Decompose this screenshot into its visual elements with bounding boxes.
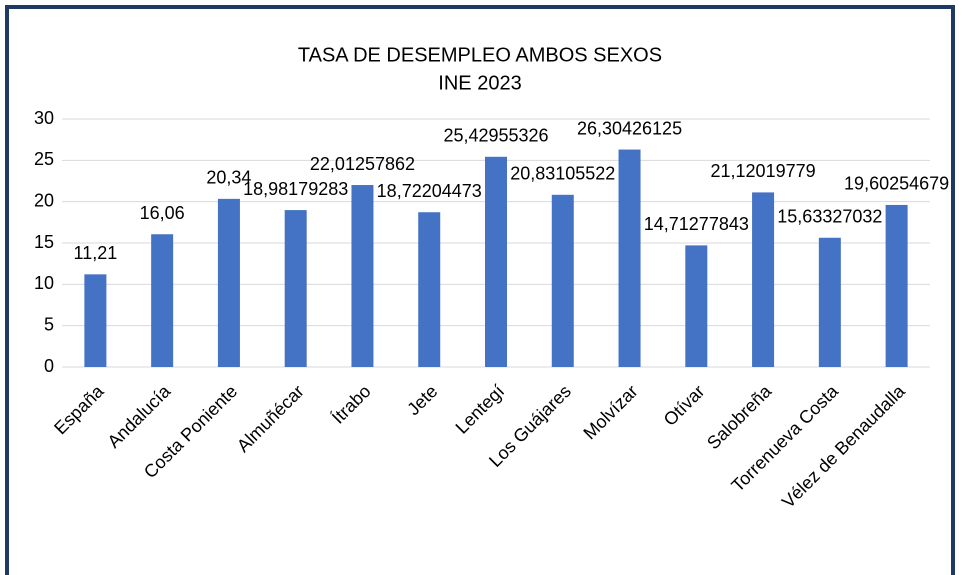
data-label: 18,98179283 bbox=[243, 179, 348, 199]
bar bbox=[151, 234, 174, 367]
bar bbox=[84, 274, 107, 367]
bar bbox=[485, 156, 507, 367]
bar bbox=[217, 198, 240, 367]
y-tick-label: 30 bbox=[34, 108, 54, 128]
bar bbox=[685, 245, 708, 367]
bar bbox=[818, 237, 841, 367]
bar bbox=[418, 212, 441, 367]
data-label: 19,60254679 bbox=[844, 174, 949, 194]
data-label: 18,72204473 bbox=[377, 181, 482, 201]
bar bbox=[618, 149, 641, 367]
y-tick-label: 0 bbox=[44, 356, 54, 376]
data-label: 25,42955326 bbox=[443, 126, 548, 146]
chart-title: TASA DE DESEMPLEO AMBOS SEXOS bbox=[298, 44, 662, 66]
data-label: 11,21 bbox=[74, 243, 118, 263]
y-tick-label: 25 bbox=[34, 149, 54, 169]
data-label: 20,34 bbox=[206, 168, 251, 188]
y-tick-label: 10 bbox=[34, 273, 54, 293]
data-label: 15,63327032 bbox=[777, 207, 882, 227]
bar bbox=[284, 210, 307, 367]
data-label: 20,83105522 bbox=[510, 164, 615, 184]
data-label: 22,01257862 bbox=[310, 154, 415, 174]
y-tick-label: 5 bbox=[44, 314, 54, 334]
data-label: 21,12019779 bbox=[711, 161, 816, 181]
y-tick-label: 15 bbox=[34, 232, 54, 252]
chart-subtitle: INE 2023 bbox=[438, 72, 521, 94]
bar bbox=[351, 185, 374, 367]
data-label: 26,30426125 bbox=[577, 118, 682, 138]
bar bbox=[885, 204, 908, 367]
bar bbox=[551, 194, 574, 367]
data-label: 16,06 bbox=[140, 203, 185, 223]
y-tick-label: 20 bbox=[34, 190, 54, 210]
data-label: 14,71277843 bbox=[644, 214, 749, 234]
bar bbox=[752, 192, 775, 367]
